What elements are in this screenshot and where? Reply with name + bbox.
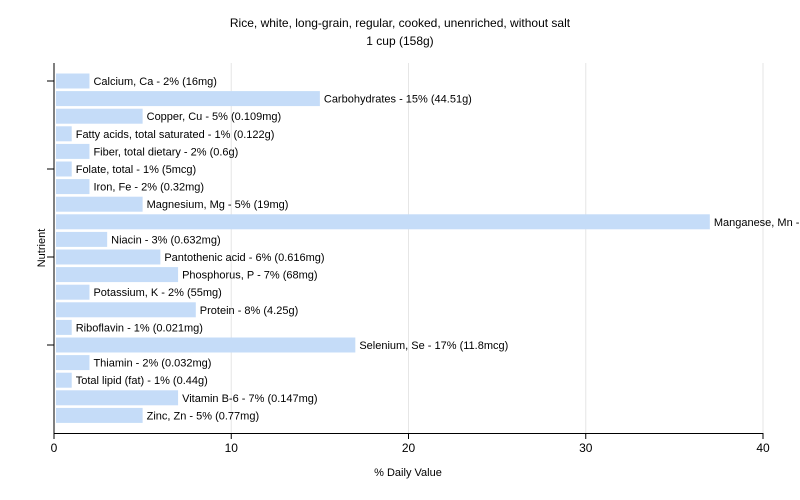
grid-lines [230,63,764,433]
bar [56,337,356,353]
bar [56,407,143,423]
bar [56,267,179,283]
bar-label: Phosphorus, P - 7% (68mg) [182,270,318,282]
bar [56,196,143,212]
chart-subtitle: 1 cup (158g) [366,34,433,48]
bar-label: Calcium, Ca - 2% (16mg) [93,76,216,88]
bar-label: Folate, total - 1% (5mcg) [76,164,196,176]
bar [56,284,90,300]
bar-label: Zinc, Zn - 5% (0.77mg) [147,410,259,422]
bar-label: Magnesium, Mg - 5% (19mg) [147,199,289,211]
bars: Calcium, Ca - 2% (16mg) Carbohydrates - 1… [56,73,800,423]
bar-label: Vitamin B-6 - 7% (0.147mg) [182,393,318,405]
bar-label: Manganese, Mn - 37% (0.746mg) [714,217,800,229]
bar-label: Copper, Cu - 5% (0.109mg) [147,111,282,123]
bar-label: Fatty acids, total saturated - 1% (0.122… [76,129,275,141]
bar [56,231,108,247]
bar [56,319,72,335]
bar [56,73,90,89]
bar-label: Pantothenic acid - 6% (0.616mg) [164,252,324,264]
x-tick-label: 0 [51,441,58,455]
bar [56,91,320,107]
x-tick-label: 40 [756,441,770,455]
axes: 0 10 20 30 40 [47,63,770,455]
bar-label: Iron, Fe - 2% (0.32mg) [93,182,204,194]
bar [56,355,90,371]
y-axis-label: Nutrient [36,229,48,268]
bar [56,214,710,230]
bar-label: Selenium, Se - 17% (11.8mcg) [359,340,508,352]
bar [56,126,72,142]
bar [56,372,72,388]
bar-label: Potassium, K - 2% (55mg) [93,287,221,299]
bar-label: Thiamin - 2% (0.032mg) [93,358,211,370]
bar-label: Riboflavin - 1% (0.021mg) [76,322,203,334]
bar-label: Carbohydrates - 15% (44.51g) [324,94,472,106]
x-tick-label: 30 [579,441,593,455]
bar [56,161,72,177]
bar-label: Protein - 8% (4.25g) [200,305,298,317]
bar [56,390,179,406]
x-axis-label: % Daily Value [374,467,442,479]
bar-label: Fiber, total dietary - 2% (0.6g) [93,146,238,158]
x-tick-label: 10 [225,441,239,455]
bar-label: Niacin - 3% (0.632mg) [111,234,220,246]
bar [56,249,161,265]
bar [56,143,90,159]
x-tick-label: 20 [402,441,416,455]
bar [56,179,90,195]
bar [56,108,143,124]
bar [56,302,196,318]
bar-label: Total lipid (fat) - 1% (0.44g) [76,375,208,387]
chart-title: Rice, white, long-grain, regular, cooked… [230,16,571,30]
